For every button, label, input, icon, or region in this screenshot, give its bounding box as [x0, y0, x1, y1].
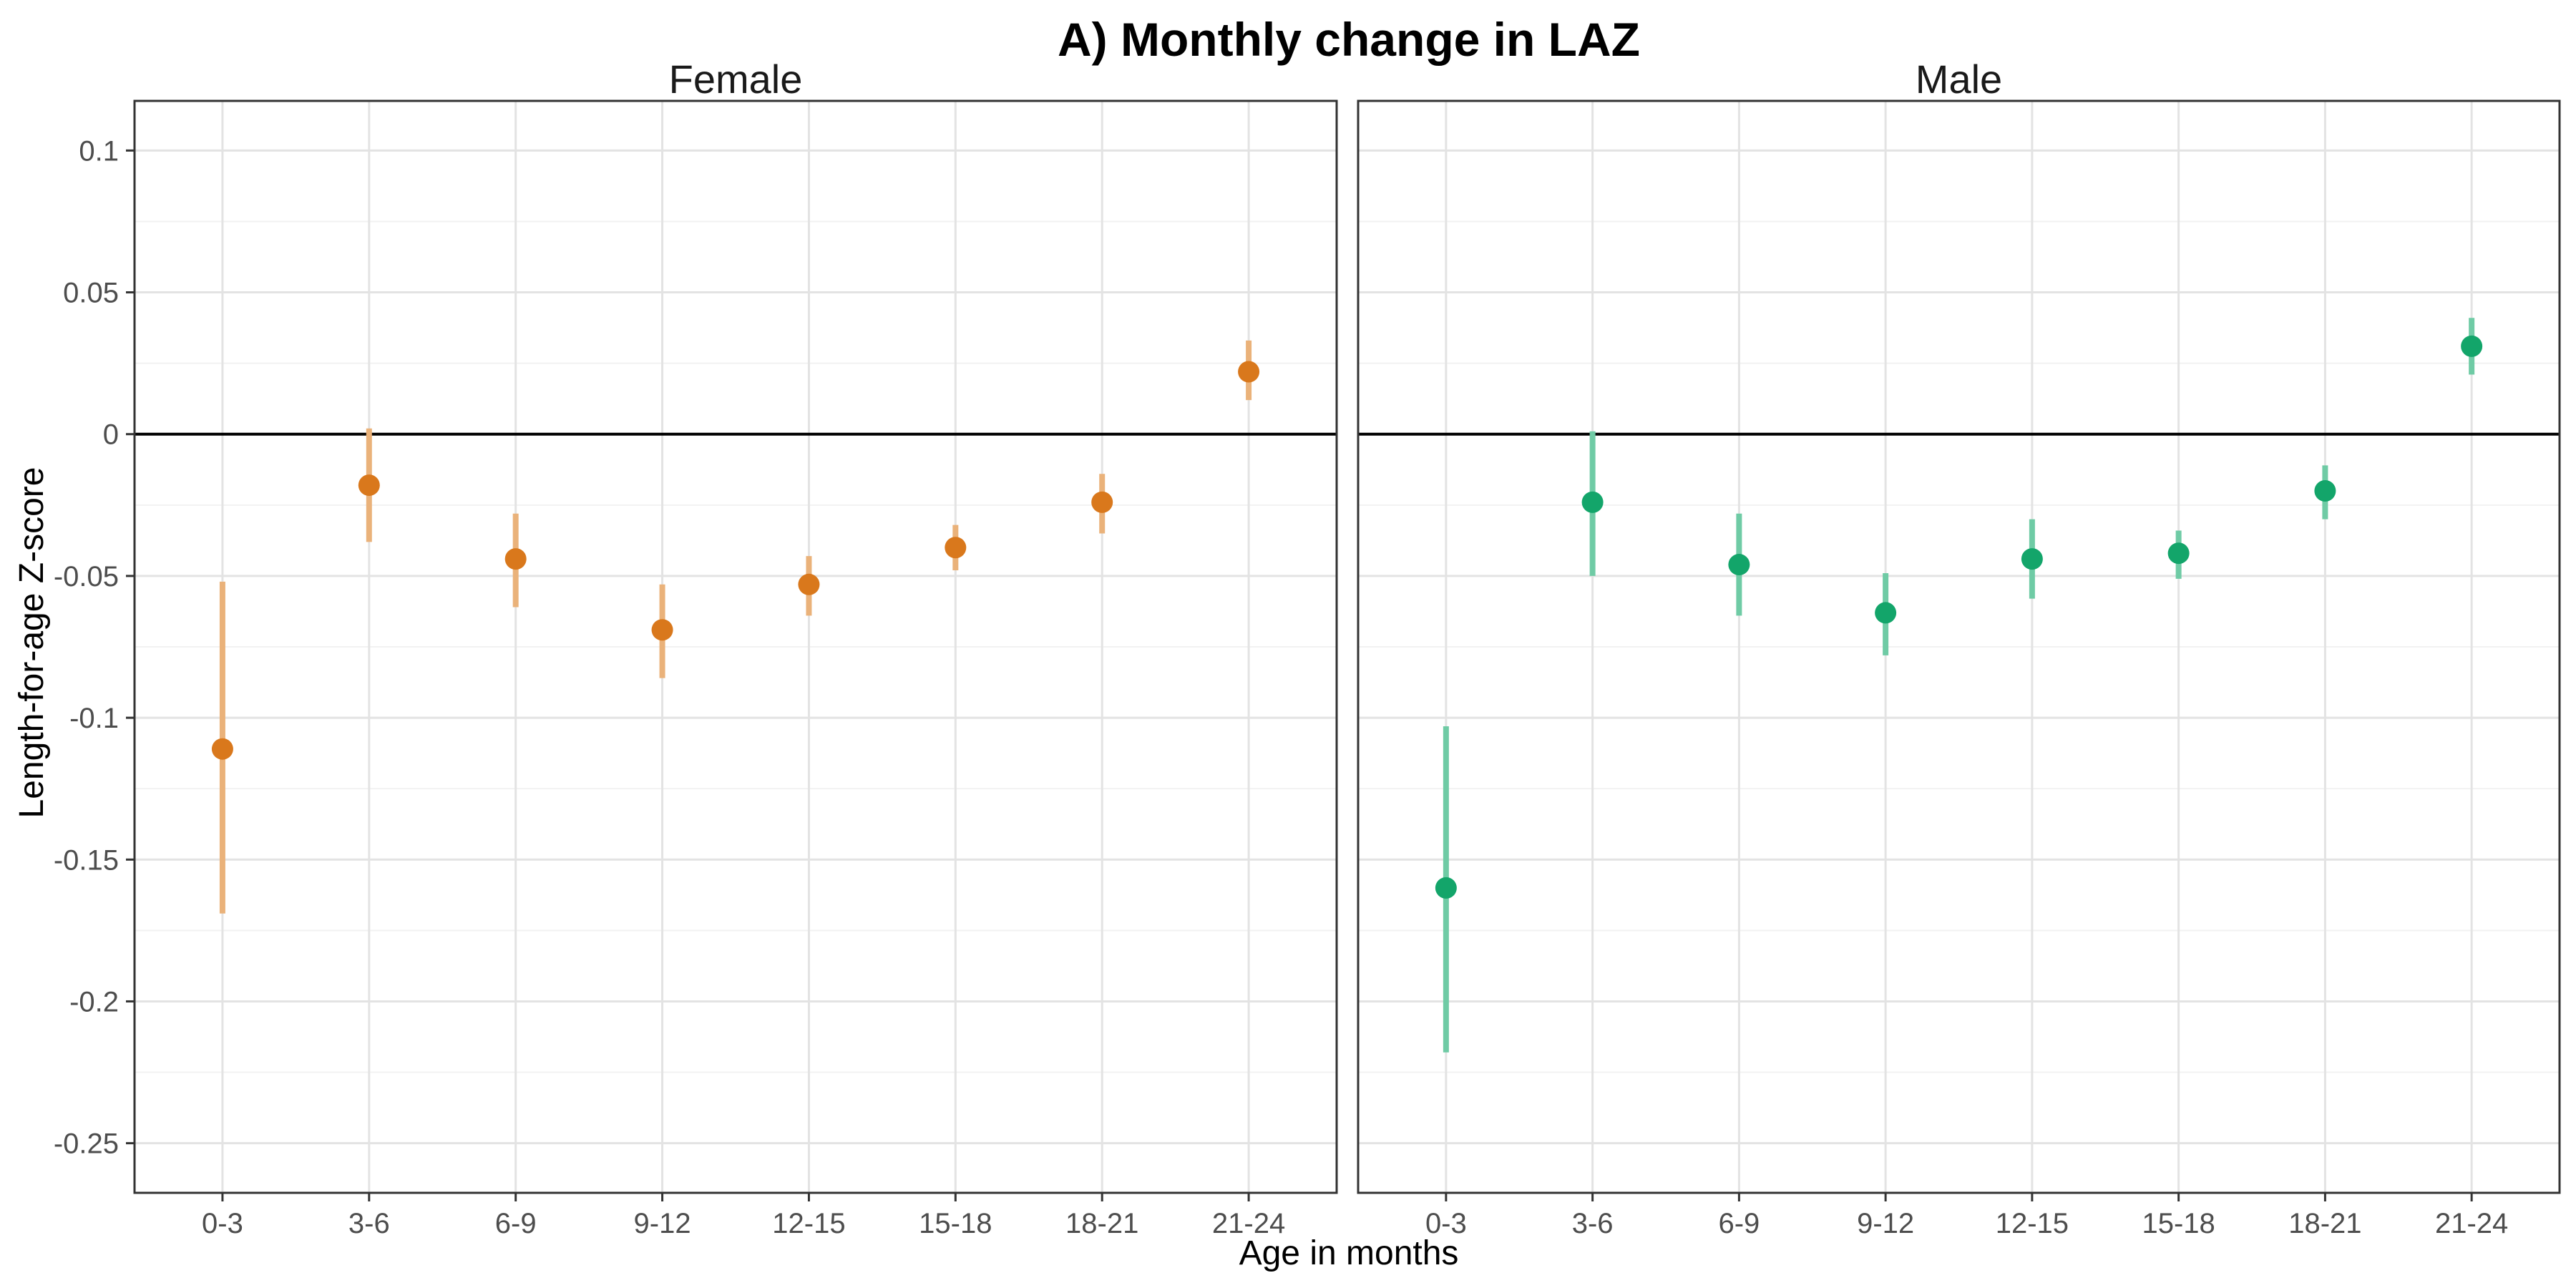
data-point	[504, 548, 527, 570]
x-tick-label: 12-15	[772, 1208, 845, 1239]
data-point	[1091, 491, 1113, 513]
x-tick-label: 6-9	[495, 1208, 537, 1239]
panel-strip-label: Male	[1916, 57, 2002, 102]
x-axis-title: Age in months	[1239, 1234, 1459, 1272]
x-tick-label: 6-9	[1718, 1208, 1760, 1239]
data-point	[1728, 554, 1750, 576]
y-axis-title: Length-for-age Z-score	[13, 467, 51, 819]
panel-border	[133, 99, 1338, 1194]
data-point	[2461, 335, 2483, 357]
data-point	[1581, 491, 1604, 513]
panel-border	[1357, 99, 2561, 1194]
y-tick-label: 0.05	[63, 278, 119, 309]
panel-female: Female 0-3 3-6 6-9 9-12 12-15 15-18 18-21 21-24	[133, 57, 1338, 1239]
y-tick-label: -0.1	[69, 703, 119, 734]
y-tick-label: -0.25	[54, 1128, 119, 1160]
data-point	[1238, 361, 1260, 383]
data-point	[651, 619, 673, 641]
data-point	[211, 738, 233, 760]
data-point	[798, 573, 820, 595]
data-point	[2021, 548, 2043, 570]
data-point	[945, 537, 967, 559]
y-axis: 0.1 0.05 0 -0.05 -0.1 -0.15 -0.2 -0.25	[54, 135, 135, 1160]
x-tick-label: 0-3	[202, 1208, 243, 1239]
x-tick-label: 9-12	[634, 1208, 691, 1239]
x-tick-label: 3-6	[1572, 1208, 1614, 1239]
x-tick-label: 12-15	[1996, 1208, 2069, 1239]
panel-strip-label: Female	[669, 57, 803, 102]
y-tick-label: -0.15	[54, 844, 119, 876]
x-tick-label: 15-18	[2142, 1208, 2215, 1239]
x-tick-label: 21-24	[2435, 1208, 2508, 1239]
data-point	[2167, 542, 2190, 565]
chart-title: A) Monthly change in LAZ	[1058, 13, 1640, 66]
x-tick-label: 9-12	[1857, 1208, 1914, 1239]
data-point	[1435, 877, 1457, 899]
x-tick-label: 21-24	[1212, 1208, 1285, 1239]
x-tick-label: 15-18	[919, 1208, 992, 1239]
x-tick-label: 3-6	[348, 1208, 390, 1239]
panel-male: Male 0-3 3-6 6-9 9-12 12-15 15-18 18-21 21-24	[1357, 57, 2561, 1239]
data-point	[358, 474, 380, 497]
y-tick-label: 0.1	[79, 135, 119, 167]
y-tick-label: 0	[103, 419, 119, 451]
x-tick-label: 18-21	[2288, 1208, 2361, 1239]
x-tick-label: 0-3	[1425, 1208, 1467, 1239]
data-point	[1875, 602, 1897, 624]
x-tick-label: 18-21	[1065, 1208, 1138, 1239]
data-point	[2314, 480, 2336, 502]
y-tick-label: -0.2	[69, 986, 119, 1018]
y-tick-label: -0.05	[54, 561, 119, 592]
